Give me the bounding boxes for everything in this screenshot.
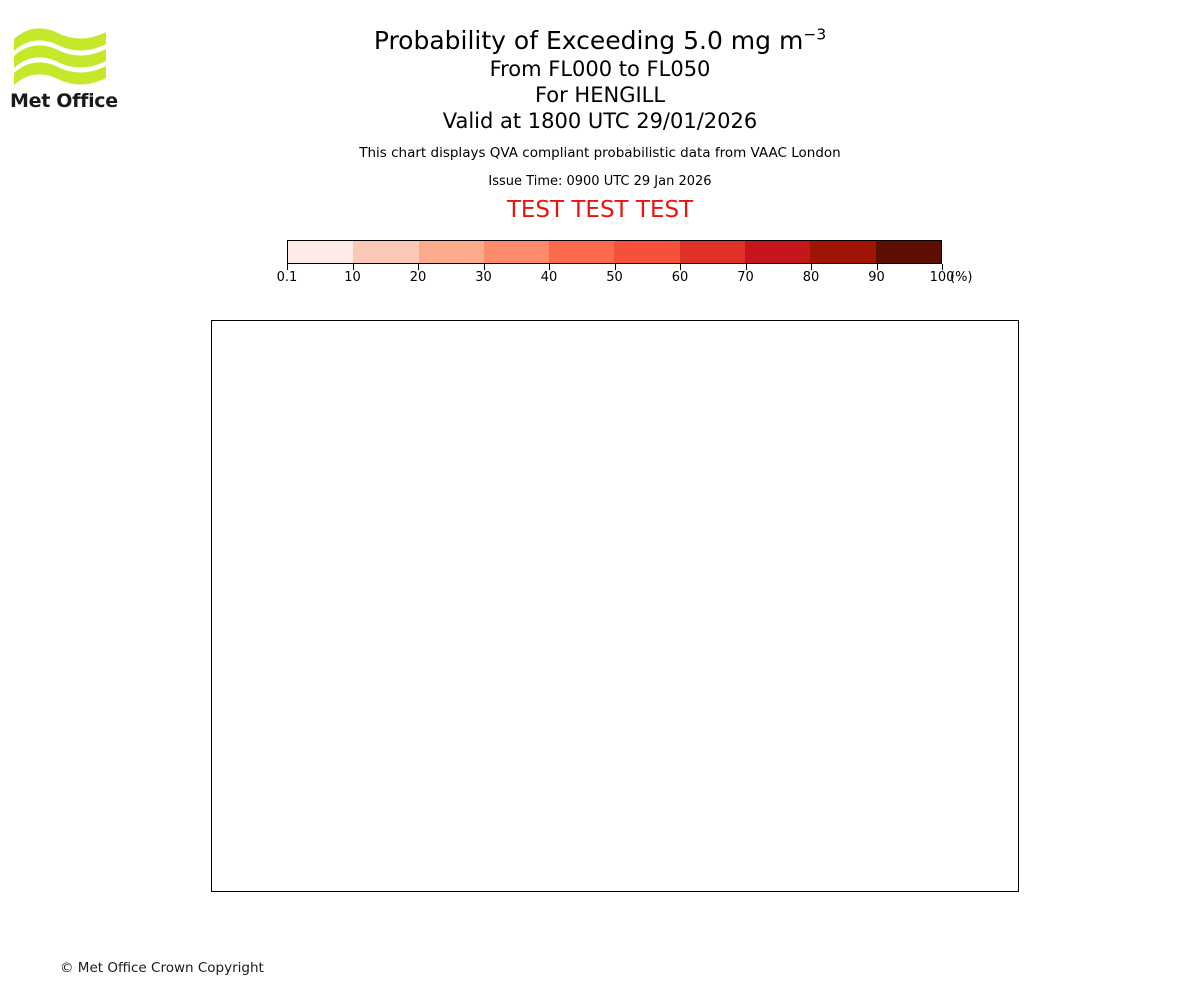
colorbar-tick: [811, 264, 812, 270]
chart-title-block: Probability of Exceeding 5.0 mg m−3 From…: [0, 0, 1200, 223]
colorbar-tick: [287, 264, 288, 270]
colorbar-tick: [680, 264, 681, 270]
colorbar-tick-label: 30: [475, 270, 492, 285]
met-office-logo: [10, 22, 130, 114]
colorbar-tick: [549, 264, 550, 270]
colorbar-tick: [483, 264, 485, 270]
colorbar-tick-label: 40: [540, 270, 558, 285]
page-title-text: Probability of Exceeding 5.0 mg m: [373, 26, 804, 55]
colorbar-tick: [876, 264, 878, 270]
map-frame: [211, 320, 1019, 892]
data-source-note: This chart displays QVA compliant probab…: [359, 145, 841, 161]
colorbar-band-5: [614, 241, 680, 263]
colorbar-tick: [745, 264, 747, 270]
colorbar-band-2: [418, 241, 484, 263]
met-office-wave-icon: [14, 28, 106, 85]
valid-time-subtitle: Valid at 1800 UTC 29/01/2026: [442, 109, 758, 133]
colorbar-tick-label: 70: [737, 270, 754, 285]
map-canvas: [212, 321, 1019, 892]
colorbar-tick-label: 80: [802, 270, 820, 285]
flight-level-subtitle: From FL000 to FL050: [489, 57, 711, 81]
colorbar-tick-label: 50: [606, 270, 623, 285]
colorbar-unit-label: (%): [950, 270, 973, 285]
colorbar-band-3: [483, 241, 550, 263]
colorbar-band-4: [549, 241, 615, 263]
colorbar-tick: [614, 264, 616, 270]
page-title: Probability of Exceeding 5.0 mg m−3: [0, 26, 1200, 56]
colorbar-band-7: [745, 241, 811, 263]
colorbar-band-9: [875, 241, 941, 263]
colorbar-band-1: [353, 241, 419, 263]
copyright-footer: © Met Office Crown Copyright: [60, 960, 264, 976]
test-banner: TEST TEST TEST: [506, 197, 694, 223]
colorbar-tick-label: 60: [671, 270, 689, 285]
met-office-wordmark: Met Office: [10, 90, 118, 112]
colorbar-band-8: [810, 241, 876, 263]
colorbar-tick: [352, 264, 354, 270]
map-container: [211, 320, 1019, 892]
colorbar-tick-label: 90: [868, 270, 885, 285]
colorbar-tick: [418, 264, 419, 270]
issue-time: Issue Time: 0900 UTC 29 Jan 2026: [488, 174, 712, 189]
colorbar-tick-label: 100: [929, 270, 955, 285]
colorbar-tick-label: 10: [344, 270, 361, 285]
colorbar-gradient: [287, 240, 942, 264]
colorbar-band-6: [679, 241, 746, 263]
title-exponent: −3: [803, 25, 827, 44]
colorbar-tick-label: 0.1: [276, 270, 298, 285]
colorbar-band-0: [288, 241, 354, 263]
colorbar-ticks: [287, 264, 943, 272]
colorbar: 0.1 10 20 30 40 50 60 70 80 90 100 (%): [277, 240, 973, 285]
colorbar-tick-labels: 0.1 10 20 30 40 50 60 70 80 90 100: [277, 270, 955, 288]
volcano-subtitle: For HENGILL: [534, 83, 666, 107]
colorbar-tick-label: 20: [409, 270, 427, 285]
colorbar-tick: [942, 264, 943, 270]
